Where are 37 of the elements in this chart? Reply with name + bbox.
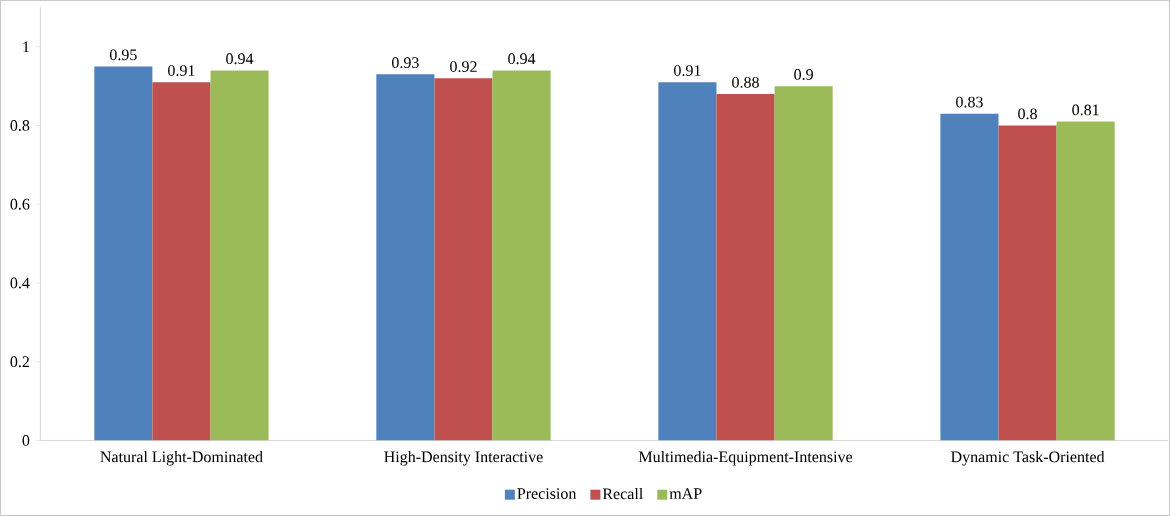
bar: [716, 94, 775, 441]
data-label: 0.94: [508, 53, 536, 65]
y-tick-label: 0.6: [10, 198, 30, 210]
data-label: 0.92: [450, 61, 477, 73]
data-label: 0.83: [956, 96, 983, 108]
y-tick-label: 0: [22, 435, 30, 446]
bar: [434, 78, 493, 441]
bar: [1056, 121, 1115, 441]
legend-label: Precision: [517, 488, 577, 500]
data-label: 0.95: [109, 49, 137, 61]
x-tick-label: High-Density Interactive: [384, 451, 543, 466]
data-label: 0.93: [391, 57, 419, 69]
bar: [940, 113, 999, 441]
data-label: 0.94: [226, 53, 254, 65]
legend-label: Recall: [602, 488, 643, 500]
data-label: 0.9: [794, 69, 813, 81]
y-tick-label: 0.2: [10, 356, 30, 368]
bar: [210, 70, 269, 441]
data-label: 0.81: [1072, 104, 1099, 116]
bar: [998, 125, 1057, 441]
bar: [658, 82, 717, 441]
x-tick-label: Multimedia-Equipment-Intensive: [638, 451, 853, 466]
data-label: 0.91: [674, 65, 701, 77]
bar: [152, 82, 211, 441]
y-tick-label: 1: [23, 41, 29, 53]
data-label: 0.8: [1018, 108, 1037, 120]
legend-label: mAP: [669, 488, 702, 499]
data-label: 0.91: [168, 65, 195, 77]
x-tick-label: Natural Light-Dominated: [100, 451, 263, 466]
x-tick-label: Dynamic Task-Oriented: [951, 451, 1105, 466]
y-tick-label: 0.4: [10, 277, 30, 289]
bar: [376, 74, 435, 441]
bar: [774, 86, 833, 441]
y-tick-label: 0.8: [10, 120, 30, 132]
data-label: 0.88: [732, 77, 759, 88]
bar: [492, 70, 551, 441]
bar: [94, 66, 153, 441]
